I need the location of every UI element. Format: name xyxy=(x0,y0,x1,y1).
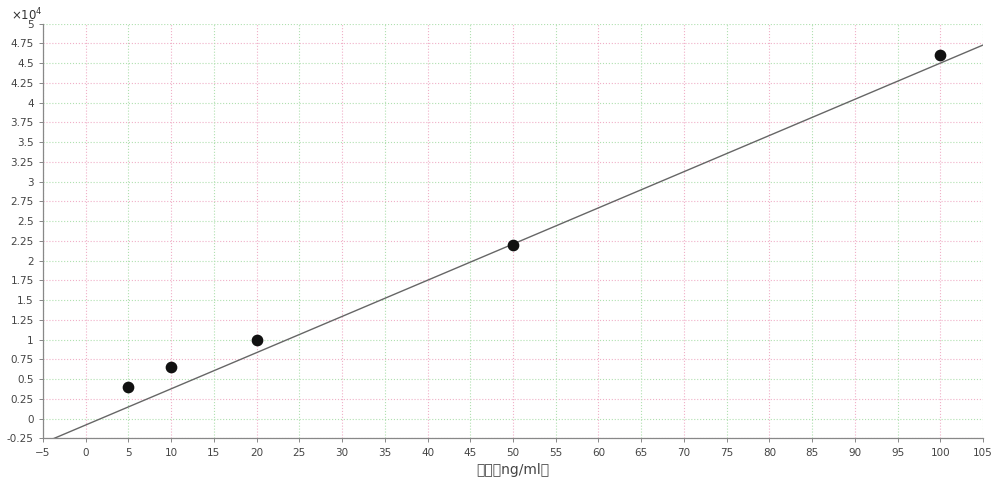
X-axis label: 浓度（ng/ml）: 浓度（ng/ml） xyxy=(476,463,550,477)
Point xyxy=(932,51,948,59)
Point xyxy=(120,383,136,391)
Point xyxy=(249,336,265,344)
Point xyxy=(505,241,521,249)
Point xyxy=(163,363,179,371)
Text: $\times$10$^4$: $\times$10$^4$ xyxy=(11,7,43,24)
